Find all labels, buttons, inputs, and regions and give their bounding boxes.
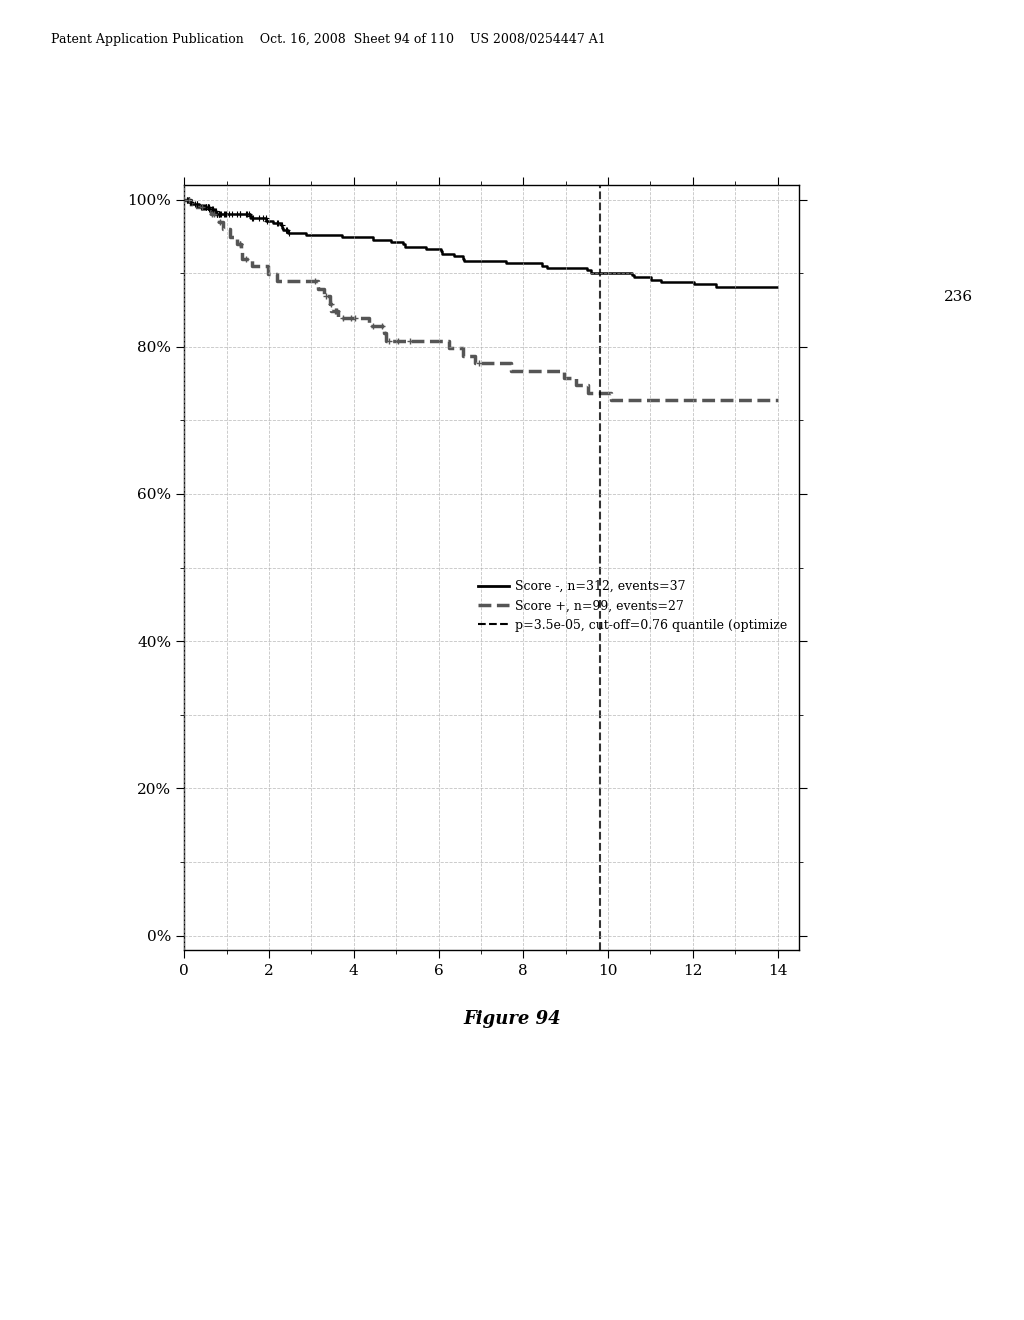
Line: Score -, n=312, events=37: Score -, n=312, events=37 [184,199,777,286]
Score +, n=99, events=27 [184,191,197,207]
Text: Figure 94: Figure 94 [463,1010,561,1028]
Score -, n=312, events=37 [178,191,190,207]
Score +, n=99, events=27 [262,265,274,281]
Text: Patent Application Publication    Oct. 16, 2008  Sheet 94 of 110    US 2008/0254: Patent Application Publication Oct. 16, … [51,33,606,46]
Score +, n=99, events=27 [378,326,390,342]
Score -, n=312, events=37 [457,251,469,267]
Legend: Score -, n=312, events=37, Score +, n=99, events=27, p=3.5e-05, cut-off=0.76 qua: Score -, n=312, events=37, Score +, n=99… [473,576,793,636]
Score -, n=312, events=37 [581,263,593,279]
Score -, n=312, events=37 [771,279,783,294]
Score +, n=99, events=27 [771,392,783,408]
Score -, n=312, events=37 [203,199,215,215]
Score +, n=99, events=27 [605,392,617,408]
Score +, n=99, events=27 [362,318,375,334]
Score -, n=312, events=37 [710,279,722,294]
Score +, n=99, events=27 [457,347,469,363]
Text: 236: 236 [944,290,973,305]
Line: Score +, n=99, events=27: Score +, n=99, events=27 [184,199,777,400]
Score +, n=99, events=27 [178,191,190,207]
Score +, n=99, events=27 [332,304,344,319]
Score -, n=312, events=37 [399,236,412,252]
Score -, n=312, events=37 [449,248,461,264]
Score -, n=312, events=37 [278,222,290,238]
